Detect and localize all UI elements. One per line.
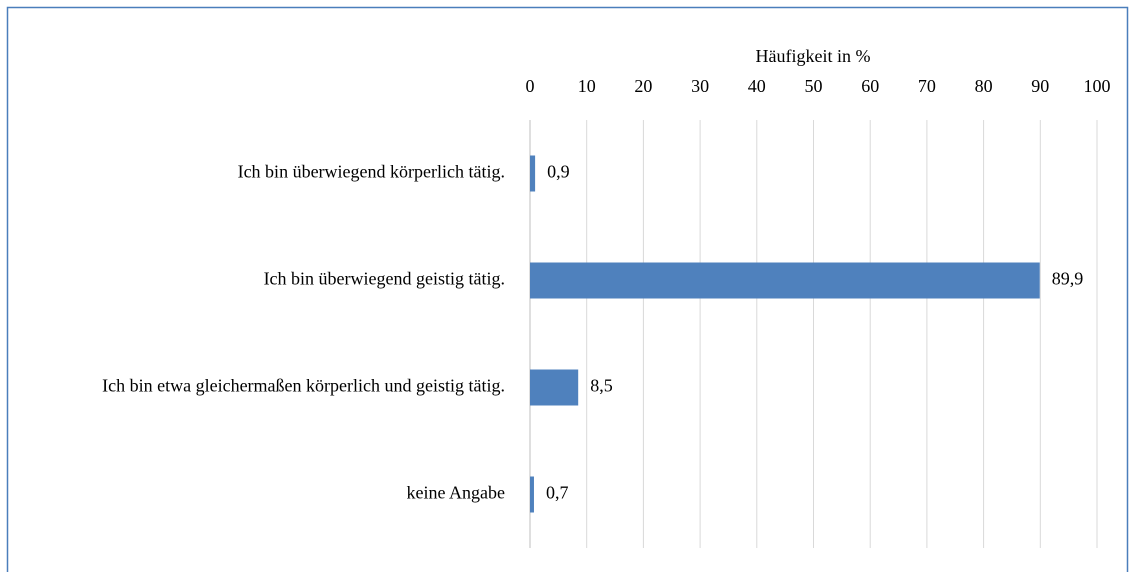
value-label: 0,7 [546,483,569,503]
x-tick-label: 20 [634,76,652,96]
x-tick-label: 80 [975,76,993,96]
x-tick-label: 60 [861,76,879,96]
category-label: Ich bin etwa gleichermaßen körperlich un… [102,376,505,396]
bar [530,476,534,513]
category-label: keine Angabe [407,483,505,503]
x-tick-label: 30 [691,76,709,96]
value-label: 89,9 [1052,269,1084,289]
value-label: 8,5 [590,376,613,396]
axis-title: Häufigkeit in % [756,46,871,66]
bar [530,262,1040,299]
value-label: 0,9 [547,162,570,182]
x-tick-label: 10 [578,76,596,96]
x-tick-label: 0 [526,76,535,96]
bar [530,369,579,406]
category-label: Ich bin überwiegend geistig tätig. [264,269,505,289]
x-tick-label: 50 [805,76,823,96]
category-label: Ich bin überwiegend körperlich tätig. [238,162,505,182]
x-tick-label: 90 [1031,76,1049,96]
frame [6,6,1129,572]
x-tick-label: 100 [1084,76,1111,96]
x-tick-label: 40 [748,76,766,96]
bar [530,155,536,192]
x-tick-label: 70 [918,76,936,96]
